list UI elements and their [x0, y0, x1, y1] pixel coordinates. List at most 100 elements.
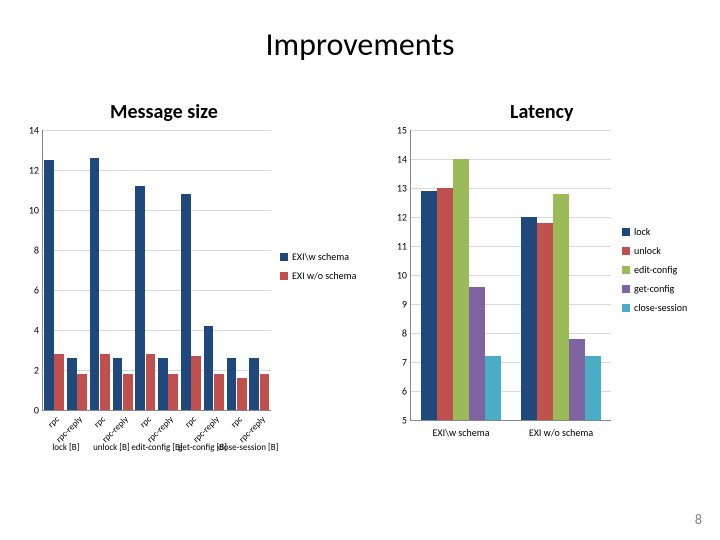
bar — [90, 158, 100, 410]
legend-swatch — [622, 304, 630, 312]
bar — [204, 326, 214, 410]
bar — [249, 358, 259, 410]
bar — [260, 374, 270, 410]
page-title: Improvements — [0, 25, 720, 64]
y-tick-label: 13 — [397, 182, 407, 195]
y-tick-label: 6 — [402, 385, 407, 398]
x-tick-label: EXI\w schema — [432, 426, 489, 439]
legend-swatch — [280, 272, 288, 280]
gridline — [43, 250, 271, 251]
gridline — [411, 130, 611, 131]
right-chart-title: Latency — [510, 100, 573, 124]
y-tick-label: 4 — [34, 324, 39, 337]
y-tick-label: 0 — [34, 404, 39, 417]
left-plot-area: 02468101214rpcrpc-replyrpcrpc-replyrpcrp… — [42, 130, 271, 411]
x-tick-label: rpc — [137, 414, 153, 430]
legend-swatch — [622, 285, 630, 293]
bar — [537, 223, 553, 420]
y-tick-label: 11 — [397, 240, 407, 253]
bar — [214, 374, 224, 410]
legend-swatch — [622, 228, 630, 236]
x-tick-label: rpc — [92, 414, 108, 430]
legend-swatch — [622, 266, 630, 274]
page-number: 8 — [695, 511, 702, 528]
slide: Improvements Message size Latency 024681… — [0, 0, 720, 540]
y-tick-label: 5 — [402, 414, 407, 427]
bar — [135, 186, 145, 410]
legend-item: get-config — [622, 282, 687, 295]
bar — [421, 191, 437, 420]
bar — [237, 378, 247, 410]
gridline — [43, 330, 271, 331]
legend-swatch — [280, 253, 288, 261]
y-tick-label: 10 — [29, 204, 39, 217]
legend-item: lock — [622, 225, 687, 238]
right-plot-area: 56789101112131415EXI\w schemaEXI w/o sch… — [410, 130, 611, 421]
legend-label: unlock — [634, 244, 661, 257]
bar — [113, 358, 123, 410]
legend-item: EXI\w schema — [280, 250, 356, 263]
legend-item: EXI w/o schema — [280, 269, 356, 282]
y-tick-label: 12 — [29, 164, 39, 177]
bar — [191, 356, 201, 410]
legend-swatch — [622, 247, 630, 255]
y-tick-label: 15 — [397, 124, 407, 137]
latency-chart: 56789101112131415EXI\w schemaEXI w/o sch… — [390, 130, 710, 450]
legend-label: get-config — [634, 282, 674, 295]
bar — [146, 354, 156, 410]
x-group-label: unlock [B] — [93, 442, 130, 453]
bar — [227, 358, 237, 410]
message-size-chart: 02468101214rpcrpc-replyrpcrpc-replyrpcrp… — [20, 130, 370, 450]
bar — [485, 356, 501, 420]
x-group-label: close-session [B] — [218, 442, 278, 453]
bar — [168, 374, 178, 410]
bar — [77, 374, 87, 410]
y-tick-label: 9 — [402, 298, 407, 311]
bar — [437, 188, 453, 420]
legend-label: lock — [634, 225, 650, 238]
legend-item: unlock — [622, 244, 687, 257]
y-tick-label: 8 — [402, 327, 407, 340]
y-tick-label: 12 — [397, 211, 407, 224]
gridline — [43, 290, 271, 291]
y-tick-label: 2 — [34, 364, 39, 377]
right-legend: lock unlock edit-config get-config close-ses… — [622, 225, 687, 320]
gridline — [43, 130, 271, 131]
y-tick-label: 10 — [397, 269, 407, 282]
legend-label: EXI\w schema — [292, 250, 349, 263]
x-group-label: edit-config [B] — [131, 442, 182, 453]
gridline — [43, 370, 271, 371]
bar — [453, 159, 469, 420]
left-legend: EXI\w schema EXI w/o schema — [280, 250, 356, 288]
bar — [123, 374, 133, 410]
y-tick-label: 14 — [29, 124, 39, 137]
gridline — [43, 210, 271, 211]
x-tick-label: rpc — [46, 414, 62, 430]
bar — [181, 194, 191, 410]
legend-label: edit-config — [634, 263, 677, 276]
legend-item: edit-config — [622, 263, 687, 276]
x-tick-label: rpc — [229, 414, 245, 430]
bar — [569, 339, 585, 420]
bar — [521, 217, 537, 420]
bar — [469, 287, 485, 420]
bar — [100, 354, 110, 410]
y-tick-label: 7 — [402, 356, 407, 369]
bar — [54, 354, 64, 410]
legend-label: close-session — [634, 301, 687, 314]
gridline — [411, 159, 611, 160]
bar — [553, 194, 569, 420]
legend-item: close-session — [622, 301, 687, 314]
gridline — [43, 170, 271, 171]
left-chart-title: Message size — [110, 100, 218, 124]
y-tick-label: 8 — [34, 244, 39, 257]
y-tick-label: 6 — [34, 284, 39, 297]
bar — [44, 160, 54, 410]
bar — [67, 358, 77, 410]
y-tick-label: 14 — [397, 153, 407, 166]
x-group-label: lock [B] — [52, 442, 79, 453]
x-tick-label: EXI w/o schema — [529, 426, 593, 439]
x-tick-label: rpc — [183, 414, 199, 430]
bar — [158, 358, 168, 410]
legend-label: EXI w/o schema — [292, 269, 356, 282]
